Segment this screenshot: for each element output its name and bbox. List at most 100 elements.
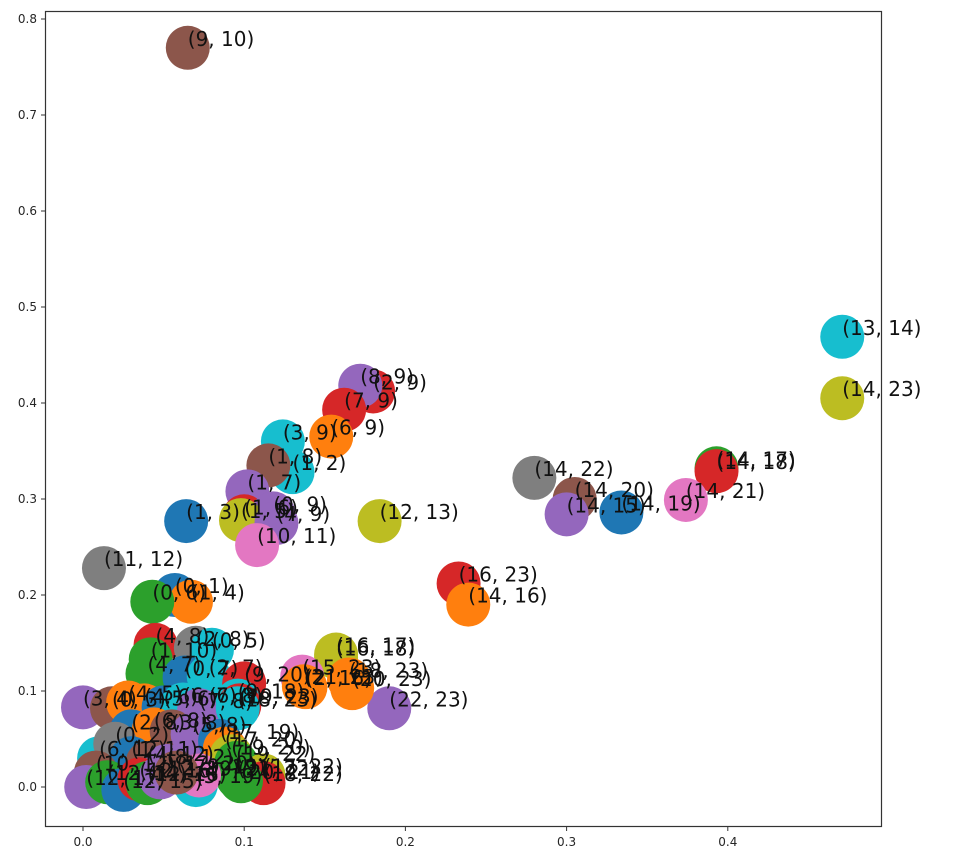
data-point xyxy=(820,376,865,421)
y-tick-label: 0.4 xyxy=(18,396,37,410)
data-point xyxy=(544,492,589,537)
point-label: (4, 9) xyxy=(276,502,330,526)
point-label: (21, 22) xyxy=(238,756,317,780)
point-label: (1, 8) xyxy=(268,444,322,468)
point-label: (3, 9) xyxy=(283,420,337,444)
data-point xyxy=(218,759,263,804)
point-label: (0, 7) xyxy=(185,657,239,681)
point-label: (1, 11) xyxy=(131,737,198,761)
point-label: (4, 7) xyxy=(147,653,201,677)
data-point xyxy=(367,686,412,731)
point-label: (14, 20) xyxy=(575,478,654,502)
point-label: (11, 12) xyxy=(104,547,183,571)
y-tick-label: 0.6 xyxy=(18,204,37,218)
point-label: (14, 18) xyxy=(717,450,796,474)
data-point xyxy=(446,582,491,627)
point-label: (1, 10) xyxy=(151,638,218,662)
data-point xyxy=(330,666,375,711)
point-label: (19, 20) xyxy=(231,735,310,759)
data-point xyxy=(283,665,328,710)
data-point xyxy=(235,523,280,568)
point-label: (18, 23) xyxy=(238,687,317,711)
point-label: (4, 5) xyxy=(128,682,182,706)
point-label: (15, 23) xyxy=(302,656,381,680)
point-label: (3, 4) xyxy=(83,686,137,710)
point-label: (1, 5) xyxy=(241,499,295,523)
point-label: (12, 20) xyxy=(176,752,255,776)
point-label: (2, 16) xyxy=(305,666,372,690)
point-label: (18, 22) xyxy=(264,762,343,786)
point-label: (20, 23) xyxy=(352,667,431,691)
point-label: (17, 22) xyxy=(264,754,343,778)
point-label: (1, 3) xyxy=(186,500,240,524)
point-label: (21, 23) xyxy=(304,665,383,689)
point-label: (2, 7) xyxy=(209,656,263,680)
point-label: (18, 23) xyxy=(349,658,428,682)
y-tick-label: 0.0 xyxy=(18,780,37,794)
data-point xyxy=(154,750,199,795)
point-label: (6, 7) xyxy=(183,683,237,707)
data-point xyxy=(599,490,644,535)
point-label: (14, 22) xyxy=(534,457,613,481)
data-point xyxy=(165,25,210,70)
point-label: (0, 3) xyxy=(112,687,166,711)
point-label: (14, 19) xyxy=(621,491,700,515)
point-label: (10, 11) xyxy=(257,524,336,548)
point-label: (0, 1) xyxy=(175,574,229,598)
point-label: (0, 9) xyxy=(273,492,327,516)
point-label: (1, 7) xyxy=(247,470,301,494)
point-label: (0, 6) xyxy=(152,581,206,605)
data-point xyxy=(820,314,865,359)
data-point xyxy=(169,579,214,624)
point-label: (12, 13) xyxy=(380,500,459,524)
point-label: (16, 18) xyxy=(336,636,415,660)
x-axis: 0.0 0.1 0.2 0.3 0.4 xyxy=(73,826,737,849)
data-point xyxy=(309,414,354,459)
point-label: (10, 12) xyxy=(96,752,175,776)
point-label: (17, 20) xyxy=(225,728,304,752)
data-point xyxy=(81,546,126,591)
x-tick-label: 0.2 xyxy=(396,835,415,849)
point-label: (6, 12) xyxy=(99,737,165,761)
point-label: (12, 17) xyxy=(86,766,165,790)
point-label: (12, 18) xyxy=(147,762,226,786)
plot-frame xyxy=(44,10,883,828)
point-label: (6, 8) xyxy=(154,708,208,732)
point-label: (22, 23) xyxy=(389,687,468,711)
point-label: (14, 15) xyxy=(567,493,646,517)
point-label: (7, 8) xyxy=(199,689,253,713)
point-label: (8, 12) xyxy=(167,745,234,769)
x-tick-label: 0.4 xyxy=(718,835,737,849)
data-point xyxy=(512,455,557,500)
point-label: (2, 8) xyxy=(196,627,250,651)
data-point xyxy=(694,449,739,494)
point-label: (20, 21) xyxy=(241,760,320,784)
point-labels-layer: (9, 10)(13, 14)(14, 23)(14, 17)(14, 18)(… xyxy=(83,27,921,793)
point-label: (4, 6) xyxy=(144,684,198,708)
point-label: (1, 4) xyxy=(191,581,245,605)
point-label: (8, 9) xyxy=(360,365,414,389)
point-label: (7, 9) xyxy=(344,389,398,413)
point-label: (14, 21) xyxy=(686,479,765,503)
point-label: (9, 10) xyxy=(188,27,255,51)
point-label: (19, 23) xyxy=(239,684,318,708)
point-label: (12, 19) xyxy=(160,756,239,780)
y-tick-label: 0.2 xyxy=(18,588,37,602)
point-label: (9, 20) xyxy=(244,662,311,686)
point-label: (0, 2) xyxy=(115,723,169,747)
x-tick-label: 0.3 xyxy=(557,835,576,849)
y-tick-label: 0.7 xyxy=(18,108,37,122)
point-label: (6, 9) xyxy=(331,416,385,440)
data-point xyxy=(164,499,209,544)
point-label: (12, 14) xyxy=(107,761,186,785)
point-label: (0, 5) xyxy=(212,629,266,653)
point-label: (14, 17) xyxy=(717,447,796,471)
point-label: (4, 12) xyxy=(147,742,214,766)
data-point xyxy=(663,477,708,522)
point-label: (14, 16) xyxy=(468,584,547,608)
point-label: (2, 9) xyxy=(373,370,427,394)
y-tick-label: 0.1 xyxy=(18,684,37,698)
y-tick-label: 0.8 xyxy=(18,12,37,26)
x-tick-label: 0.0 xyxy=(73,835,92,849)
